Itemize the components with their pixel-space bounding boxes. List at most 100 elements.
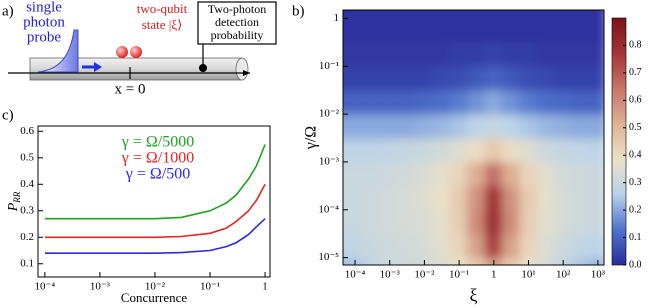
heatmap-cell — [380, 10, 399, 19]
colorbar — [611, 17, 627, 266]
heatmap — [343, 10, 604, 265]
heatmap-cell — [501, 233, 521, 259]
heatmap-cell — [380, 65, 399, 91]
heatmap-cell — [536, 137, 556, 163]
heatmap-cell — [343, 89, 347, 115]
heatmap-cell — [345, 65, 365, 91]
heatmap-cell — [345, 17, 365, 43]
heatmap-cell — [343, 161, 347, 187]
y-tick-label: 10⁻¹ — [319, 60, 339, 72]
heatmap-cell — [345, 161, 365, 187]
heatmap-cell — [467, 10, 486, 19]
heatmap-cell — [432, 257, 451, 265]
heatmap-cell — [415, 185, 434, 211]
heatmap-cell — [432, 10, 451, 19]
heatmap-cell — [484, 113, 503, 139]
heatmap-cell — [484, 89, 503, 115]
heatmap-cell — [432, 17, 451, 43]
series-line — [44, 183, 266, 239]
heatmap-cell — [397, 41, 417, 67]
heatmap-cell — [397, 113, 417, 139]
heatmap-cell — [571, 161, 590, 187]
heatmap-cell — [536, 209, 556, 235]
panel-a: a) x = 0 single photon probe two-qubit s… — [2, 0, 277, 97]
heatmap-cell — [519, 161, 538, 187]
x-tick-label: 10¹ — [521, 269, 535, 281]
y-tick-label: 10⁻² — [319, 108, 340, 120]
heatmap-cell — [519, 10, 538, 19]
x-tick-label: 10³ — [591, 269, 606, 281]
colorbar-tick-label: 0.3 — [629, 177, 642, 188]
heatmap-cell — [571, 41, 590, 67]
heatmap-cell — [519, 17, 538, 43]
heatmap-cell — [449, 10, 469, 19]
heatmap-cell — [519, 137, 538, 163]
heatmap-cell — [519, 113, 538, 139]
heatmap-cell — [484, 137, 503, 163]
plot-frame — [37, 125, 271, 278]
heatmap-cell — [467, 161, 486, 187]
heatmap-cell — [467, 41, 486, 67]
y-axis-label-main: P — [6, 202, 21, 212]
legend-label: γ = Ω/5000 — [121, 134, 194, 151]
series-line — [44, 218, 266, 254]
heatmap-cell — [415, 137, 434, 163]
y-tick-label: 0.3 — [20, 204, 34, 216]
heatmap-cell — [432, 89, 451, 115]
heatmap-cell — [363, 185, 382, 211]
heatmap-cell — [467, 65, 486, 91]
heatmap-cell — [501, 209, 521, 235]
heatmap-cell — [449, 233, 469, 259]
heatmap-cell — [343, 65, 347, 91]
heatmap-cell — [588, 209, 604, 235]
heatmap-cell — [380, 41, 399, 67]
heatmap-cell — [571, 17, 590, 43]
heatmap-cell — [449, 113, 469, 139]
heatmap-cell — [363, 17, 382, 43]
heatmap-cell — [415, 17, 434, 43]
heatmap-cell — [343, 41, 347, 67]
heatmap-cell — [467, 209, 486, 235]
heatmap-cell — [345, 137, 365, 163]
state-label: two-qubit — [137, 1, 188, 16]
heatmap-cell — [449, 161, 469, 187]
heatmap-cell — [397, 257, 417, 265]
heatmap-cell — [588, 10, 604, 19]
y-tick-label: 1 — [334, 12, 340, 24]
heatmap-cell — [380, 233, 399, 259]
heatmap-cell — [467, 185, 486, 211]
heatmap-cell — [363, 65, 382, 91]
heatmap-cell — [415, 65, 434, 91]
heatmap-cell — [484, 185, 503, 211]
heatmap-cell — [415, 233, 434, 259]
legend-label: γ = Ω/1000 — [121, 150, 194, 167]
heatmap-cell — [432, 209, 451, 235]
heatmap-cell — [519, 185, 538, 211]
heatmap-cell — [363, 10, 382, 19]
position-label: x = 0 — [115, 81, 146, 97]
heatmap-cell — [588, 65, 604, 91]
heatmap-cell — [519, 65, 538, 91]
heatmap-cell — [363, 209, 382, 235]
heatmap-cell — [397, 233, 417, 259]
heatmap-cell — [588, 89, 604, 115]
heatmap-cell — [343, 209, 347, 235]
heatmap-cell — [571, 209, 590, 235]
heatmap-cell — [554, 65, 573, 91]
detector-box — [197, 1, 277, 45]
heatmap-cell — [432, 161, 451, 187]
heatmap-cell — [449, 41, 469, 67]
heatmap-cell — [554, 17, 573, 43]
heatmap-cell — [363, 89, 382, 115]
heatmap-cell — [432, 233, 451, 259]
heatmap-cell — [571, 257, 590, 265]
heatmap-cell — [397, 185, 417, 211]
heatmap-cell — [343, 233, 347, 259]
heatmap-cell — [554, 10, 573, 19]
heatmap-cell — [415, 10, 434, 19]
detector-label: Two-photon — [208, 2, 267, 16]
heatmap-cell — [363, 41, 382, 67]
heatmap-cell — [345, 41, 365, 67]
x-tick-label: 10⁻³ — [90, 281, 111, 293]
heatmap-cell — [467, 257, 486, 265]
